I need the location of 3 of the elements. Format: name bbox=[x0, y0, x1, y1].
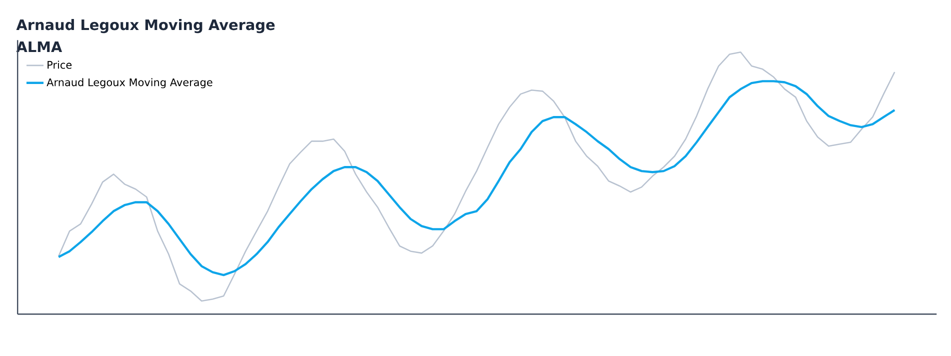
legend-label: Price bbox=[48, 60, 72, 69]
chart-title: Arnaud Legoux Moving Average bbox=[16, 19, 275, 34]
legend-label: Arnaud Legoux Moving Average bbox=[46, 78, 212, 88]
